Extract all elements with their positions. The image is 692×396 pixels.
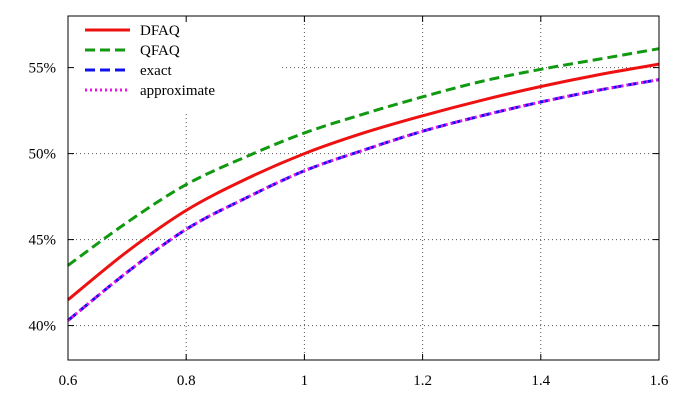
grid [68, 16, 659, 360]
axis-ticks: 0.6 0.8 1 1.2 1.4 1.6 40% 45% 50% 55% [29, 16, 669, 389]
legend-label: exact [140, 63, 172, 79]
plot-frame [67, 15, 660, 361]
legend-label: QFAQ [140, 43, 180, 59]
legend-item: exact [85, 63, 172, 79]
series-line-QFAQ [67, 47, 660, 267]
legend-label: DFAQ [140, 23, 180, 39]
series-line-exact [67, 78, 660, 322]
series-line-approximate [67, 78, 660, 322]
legend-label: approximate [140, 83, 215, 99]
x-tick-label: 1.6 [650, 373, 669, 389]
y-tick-label: 50% [29, 147, 57, 163]
legend-item: QFAQ [85, 43, 180, 59]
y-tick-label: 55% [29, 61, 57, 77]
series-line-DFAQ [67, 62, 660, 301]
legend: DFAQ QFAQ exact approximate [85, 23, 215, 99]
x-tick-label: 0.8 [177, 373, 196, 389]
x-tick-label: 1.4 [531, 373, 550, 389]
legend-item: approximate [85, 83, 215, 99]
series-lines [67, 47, 660, 322]
x-tick-label: 1.2 [413, 373, 432, 389]
y-tick-label: 45% [29, 233, 57, 249]
x-tick-label: 0.6 [59, 373, 78, 389]
y-tick-label: 40% [29, 319, 57, 335]
x-tick-label: 1 [301, 373, 309, 389]
legend-item: DFAQ [85, 23, 180, 39]
